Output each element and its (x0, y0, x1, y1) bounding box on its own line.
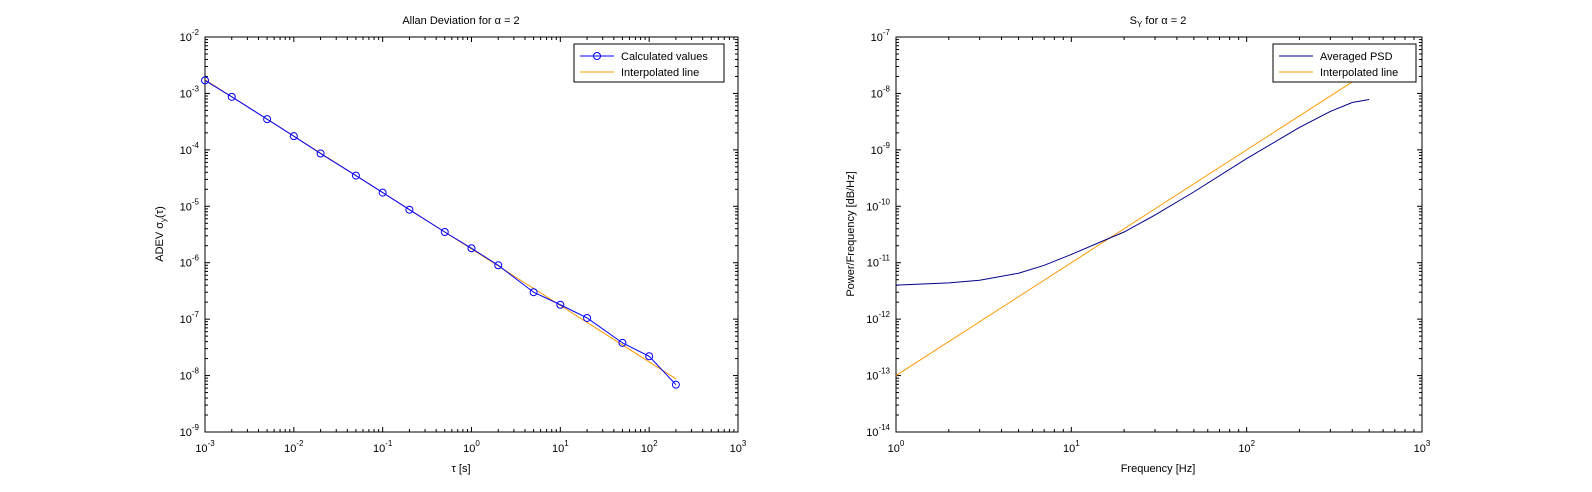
psd-panel: SY for α = 2 100 101 102 103 10-14 10-13 10-12… (845, 15, 1431, 475)
adev-data-point (405, 205, 414, 214)
psd-legend-fit-label: Interpolated line (1320, 67, 1398, 79)
adev-legend: Calculated values Interpolated line (573, 43, 725, 83)
psd-xtick-label: 102 (1238, 439, 1255, 455)
psd-fit-path (895, 81, 1353, 376)
adev-data-point (289, 132, 298, 141)
psd-ytick-label: 10-8 (871, 84, 891, 100)
psd-ytick-label: 10-11 (867, 254, 891, 270)
psd-ytick-label: 10-12 (866, 310, 890, 326)
adev-data-point (227, 92, 236, 101)
psd-series-line (895, 99, 1370, 286)
adev-xtick-label: 103 (730, 439, 747, 455)
psd-xtick-label: 103 (1414, 439, 1431, 455)
adev-data-point (494, 261, 503, 270)
psd-xtick-label: 101 (1063, 439, 1080, 455)
psd-ytick-label: 10-9 (871, 141, 891, 157)
adev-xtick-label: 10-2 (284, 439, 304, 455)
adev-data-point (618, 338, 627, 347)
psd-ytick-label: 10-7 (871, 28, 891, 44)
adev-ytick-label: 10-6 (180, 254, 200, 270)
adev-series-line (201, 76, 680, 389)
psd-ytick-label: 10-14 (866, 423, 890, 439)
adev-data-point (378, 188, 387, 197)
adev-legend-marker (593, 52, 601, 60)
psd-legend: Averaged PSD Interpolated line (1272, 43, 1417, 83)
adev-panel: Allan Deviation for α = 2 10-3 10-2 10-1 10… (154, 15, 747, 475)
adev-xtick-label: 101 (552, 439, 569, 455)
adev-ytick-label: 10-9 (180, 423, 200, 439)
adev-axes-box (204, 36, 739, 433)
adev-data-point (583, 313, 592, 322)
adev-legend-series-label: Calculated values (621, 51, 708, 63)
adev-data-point (440, 228, 449, 237)
adev-ytick-label: 10-3 (180, 84, 200, 100)
adev-data-point (467, 244, 476, 253)
psd-ylabel: Power/Frequency [dB/Hz] (845, 171, 857, 296)
psd-fit-line (895, 81, 1353, 376)
psd-ytick-label: 10-13 (866, 367, 890, 383)
adev-data-point (263, 115, 272, 124)
psd-legend-box (1272, 43, 1417, 83)
psd-ytick-label: 10-10 (866, 197, 890, 213)
adev-series-path (204, 79, 677, 386)
adev-xtick-label: 102 (641, 439, 658, 455)
psd-tick-group: 100 101 102 103 10-14 10-13 10-12 10-11 10-10 10-… (866, 28, 1431, 455)
adev-data-point (201, 76, 209, 85)
adev-xtick-label: 10-3 (195, 439, 215, 455)
psd-title: SY for α = 2 (1130, 15, 1187, 29)
psd-legend-series-label: Averaged PSD (1320, 51, 1393, 63)
adev-data-point (351, 171, 360, 180)
psd-xtick-label: 100 (888, 439, 905, 455)
adev-xtick-label: 10-1 (373, 439, 393, 455)
adev-title: Allan Deviation for α = 2 (402, 15, 519, 27)
adev-data-point (645, 352, 654, 361)
adev-tick-group: 10-3 10-2 10-1 100 101 102 103 10-9 10-8 10-7 10-6… (180, 28, 747, 455)
adev-ytick-label: 10-4 (180, 141, 200, 157)
adev-ylabel: ADEV σy(τ) (154, 206, 168, 261)
adev-ytick-label: 10-8 (180, 367, 200, 383)
adev-legend-fit-label: Interpolated line (621, 67, 699, 79)
adev-xlabel: τ [s] (451, 463, 470, 475)
adev-data-point (556, 300, 565, 309)
adev-xtick-label: 100 (463, 439, 480, 455)
psd-xlabel: Frequency [Hz] (1121, 463, 1196, 475)
psd-series-path (895, 99, 1370, 286)
psd-axes-box (895, 36, 1423, 433)
adev-data-point (529, 288, 538, 297)
adev-ytick-label: 10-2 (180, 28, 200, 44)
adev-ytick-label: 10-5 (180, 197, 200, 213)
adev-legend-box (573, 43, 725, 83)
adev-data-point (671, 380, 680, 389)
adev-data-point (316, 149, 325, 158)
adev-ytick-label: 10-7 (180, 310, 200, 326)
